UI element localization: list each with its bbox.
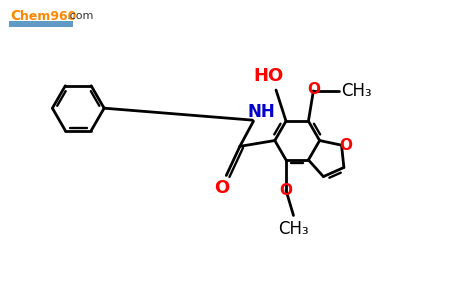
Text: .com: .com [67,11,94,21]
Text: O: O [280,183,292,198]
Text: O: O [214,179,229,197]
Text: C: C [10,9,20,23]
Text: HO: HO [254,67,284,85]
Text: CH₃: CH₃ [278,220,309,239]
Bar [9,21,73,27]
Text: O: O [339,138,352,153]
Text: O: O [307,82,320,97]
Text: hem960: hem960 [20,10,76,23]
Text: NH: NH [247,103,275,121]
Text: CH₃: CH₃ [341,82,371,100]
